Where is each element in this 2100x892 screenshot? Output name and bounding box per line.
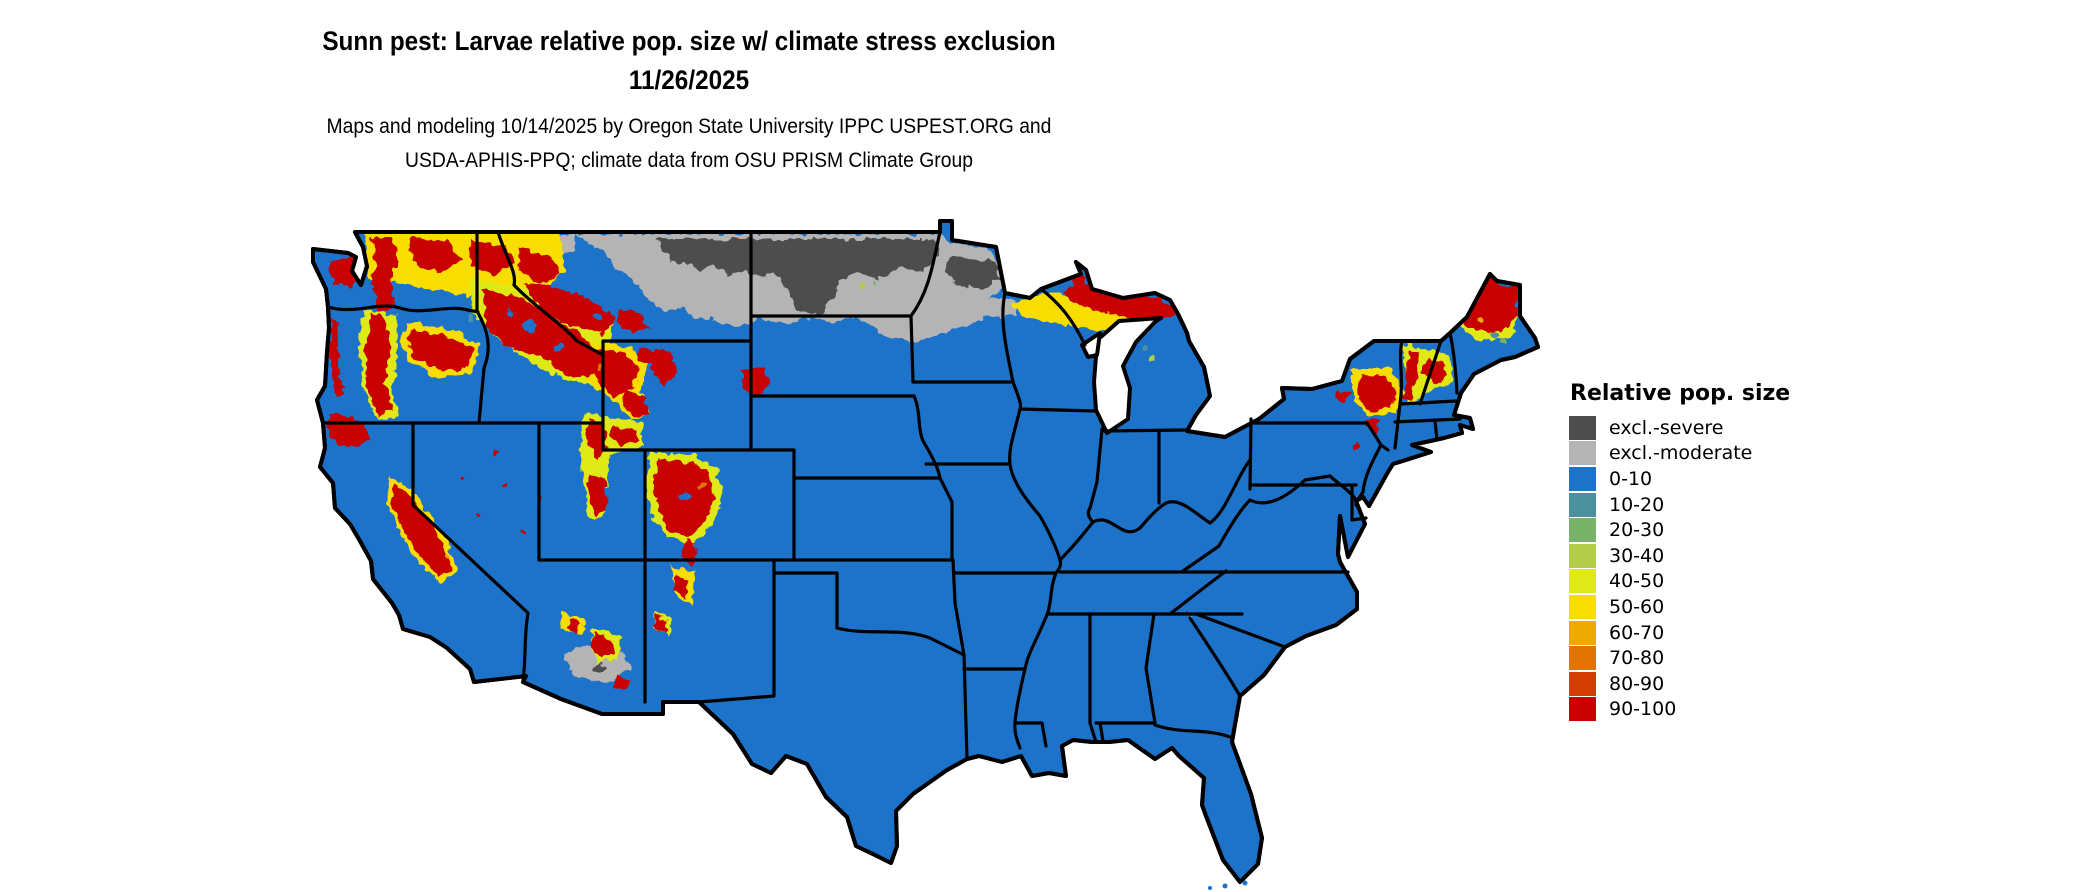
legend-item: 10-20 xyxy=(1569,492,1790,518)
legend-item: excl.-moderate xyxy=(1569,441,1790,467)
legend-item: 80-90 xyxy=(1569,671,1790,697)
legend-swatch-50-60 xyxy=(1569,594,1596,619)
legend-swatch-40-50 xyxy=(1569,569,1596,594)
legend-item: 30-40 xyxy=(1569,543,1790,569)
legend-swatch-60-70 xyxy=(1569,620,1596,645)
legend-item: 0-10 xyxy=(1569,466,1790,492)
legend: Relative pop. size excl.-severe excl.-mo… xyxy=(1569,381,1790,722)
map-subtitle: Maps and modeling 10/14/2025 by Oregon S… xyxy=(0,110,1378,178)
legend-label: 60-70 xyxy=(1609,621,1665,644)
florida-keys xyxy=(1208,880,1248,890)
legend-item: excl.-severe xyxy=(1569,415,1790,441)
legend-swatch-excl-moderate xyxy=(1569,441,1596,466)
legend-item: 40-50 xyxy=(1569,569,1790,595)
legend-label: excl.-moderate xyxy=(1609,442,1753,465)
legend-swatch-0-10 xyxy=(1569,466,1596,491)
lake-michigan xyxy=(1080,316,1163,435)
legend-item: 90-100 xyxy=(1569,697,1790,723)
legend-swatch-30-40 xyxy=(1569,543,1596,568)
legend-item: 20-30 xyxy=(1569,517,1790,543)
header: Sunn pest: Larvae relative pop. size w/ … xyxy=(0,22,1378,178)
legend-swatch-90-100 xyxy=(1569,697,1596,722)
state-borders xyxy=(321,230,1462,761)
legend-swatch-10-20 xyxy=(1569,492,1596,517)
map-title-line1: Sunn pest: Larvae relative pop. size w/ … xyxy=(322,26,1056,56)
legend-item: 70-80 xyxy=(1569,645,1790,671)
legend-swatch-70-80 xyxy=(1569,646,1596,671)
legend-title: Relative pop. size xyxy=(1570,381,1791,406)
legend-label: 70-80 xyxy=(1609,647,1665,670)
legend-swatch-excl-severe xyxy=(1569,415,1596,440)
legend-label: 20-30 xyxy=(1609,519,1665,542)
map-title-line2: 11/26/2025 xyxy=(628,65,750,95)
legend-label: 50-60 xyxy=(1609,595,1665,618)
legend-label: 30-40 xyxy=(1609,544,1665,567)
legend-swatch-20-30 xyxy=(1569,518,1596,543)
legend-label: excl.-severe xyxy=(1609,416,1724,439)
legend-label: 90-100 xyxy=(1609,698,1677,721)
legend-label: 80-90 xyxy=(1609,672,1665,695)
legend-swatch-80-90 xyxy=(1569,671,1596,696)
legend-label: 0-10 xyxy=(1609,467,1653,490)
map-subtitle-line1: Maps and modeling 10/14/2025 by Oregon S… xyxy=(326,115,1052,138)
legend-item: 60-70 xyxy=(1569,620,1790,646)
legend-label: 40-50 xyxy=(1609,570,1665,593)
legend-item: 50-60 xyxy=(1569,594,1790,620)
map-subtitle-line2: USDA-APHIS-PPQ; climate data from OSU PR… xyxy=(405,149,973,172)
legend-label: 10-20 xyxy=(1609,493,1665,516)
